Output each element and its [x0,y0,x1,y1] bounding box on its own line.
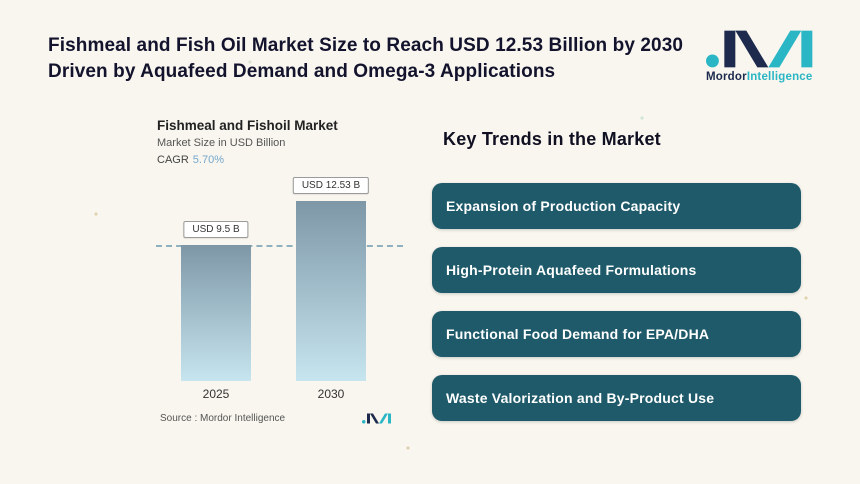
trend-card-label: Expansion of Production Capacity [446,198,681,214]
cagr-row: CAGR 5.70% [157,154,338,166]
page-title: Fishmeal and Fish Oil Market Size to Rea… [48,33,683,85]
chart-header: Fishmeal and Fishoil Market Market Size … [157,118,338,166]
trend-card-production-capacity: Expansion of Production Capacity [432,183,801,229]
x-tick-2025: 2025 [202,387,230,401]
mordor-mark-icon [706,30,813,68]
trend-card-waste-valorization: Waste Valorization and By-Product Use [432,375,801,421]
chart-subtitle: Market Size in USD Billion [157,137,286,149]
cagr-value: 5.70% [192,154,224,166]
trend-card-aquafeed-formulations: High-Protein Aquafeed Formulations [432,247,801,293]
cagr-label: CAGR [157,154,189,166]
page-title-line2: Driven by Aquafeed Demand and Omega-3 Ap… [48,61,556,82]
brand-name-light: Intelligence [746,71,813,83]
brand-logo: MordorIntelligence [706,30,822,83]
x-tick-2030: 2030 [317,387,345,401]
brand-name: MordorIntelligence [706,71,812,83]
bar-2030 [296,201,366,381]
source-row: Source : Mordor Intelligence [160,412,392,425]
trend-card-label: Functional Food Demand for EPA/DHA [446,326,710,342]
bar-chart: USD 9.5 B USD 12.53 B [156,177,403,381]
brand-name-bold: Mordor [706,71,747,83]
x-axis: 2025 2030 [160,387,395,403]
source-text: Source : Mordor Intelligence [160,413,286,424]
reference-dashed-line [156,245,403,247]
trend-card-label: Waste Valorization and By-Product Use [446,390,715,406]
trends-heading: Key Trends in the Market [443,129,661,149]
page-title-line1: Fishmeal and Fish Oil Market Size to Rea… [48,35,684,56]
bar-2025 [181,245,251,381]
trend-card-label: High-Protein Aquafeed Formulations [446,262,697,278]
value-label-2030: USD 12.53 B [292,177,370,194]
mordor-mark-small-icon [362,413,391,424]
value-label-2025: USD 9.5 B [183,221,249,238]
trend-card-epa-dha-demand: Functional Food Demand for EPA/DHA [432,311,801,357]
chart-title: Fishmeal and Fishoil Market [157,118,338,133]
trend-list: Expansion of Production Capacity High-Pr… [432,183,801,439]
